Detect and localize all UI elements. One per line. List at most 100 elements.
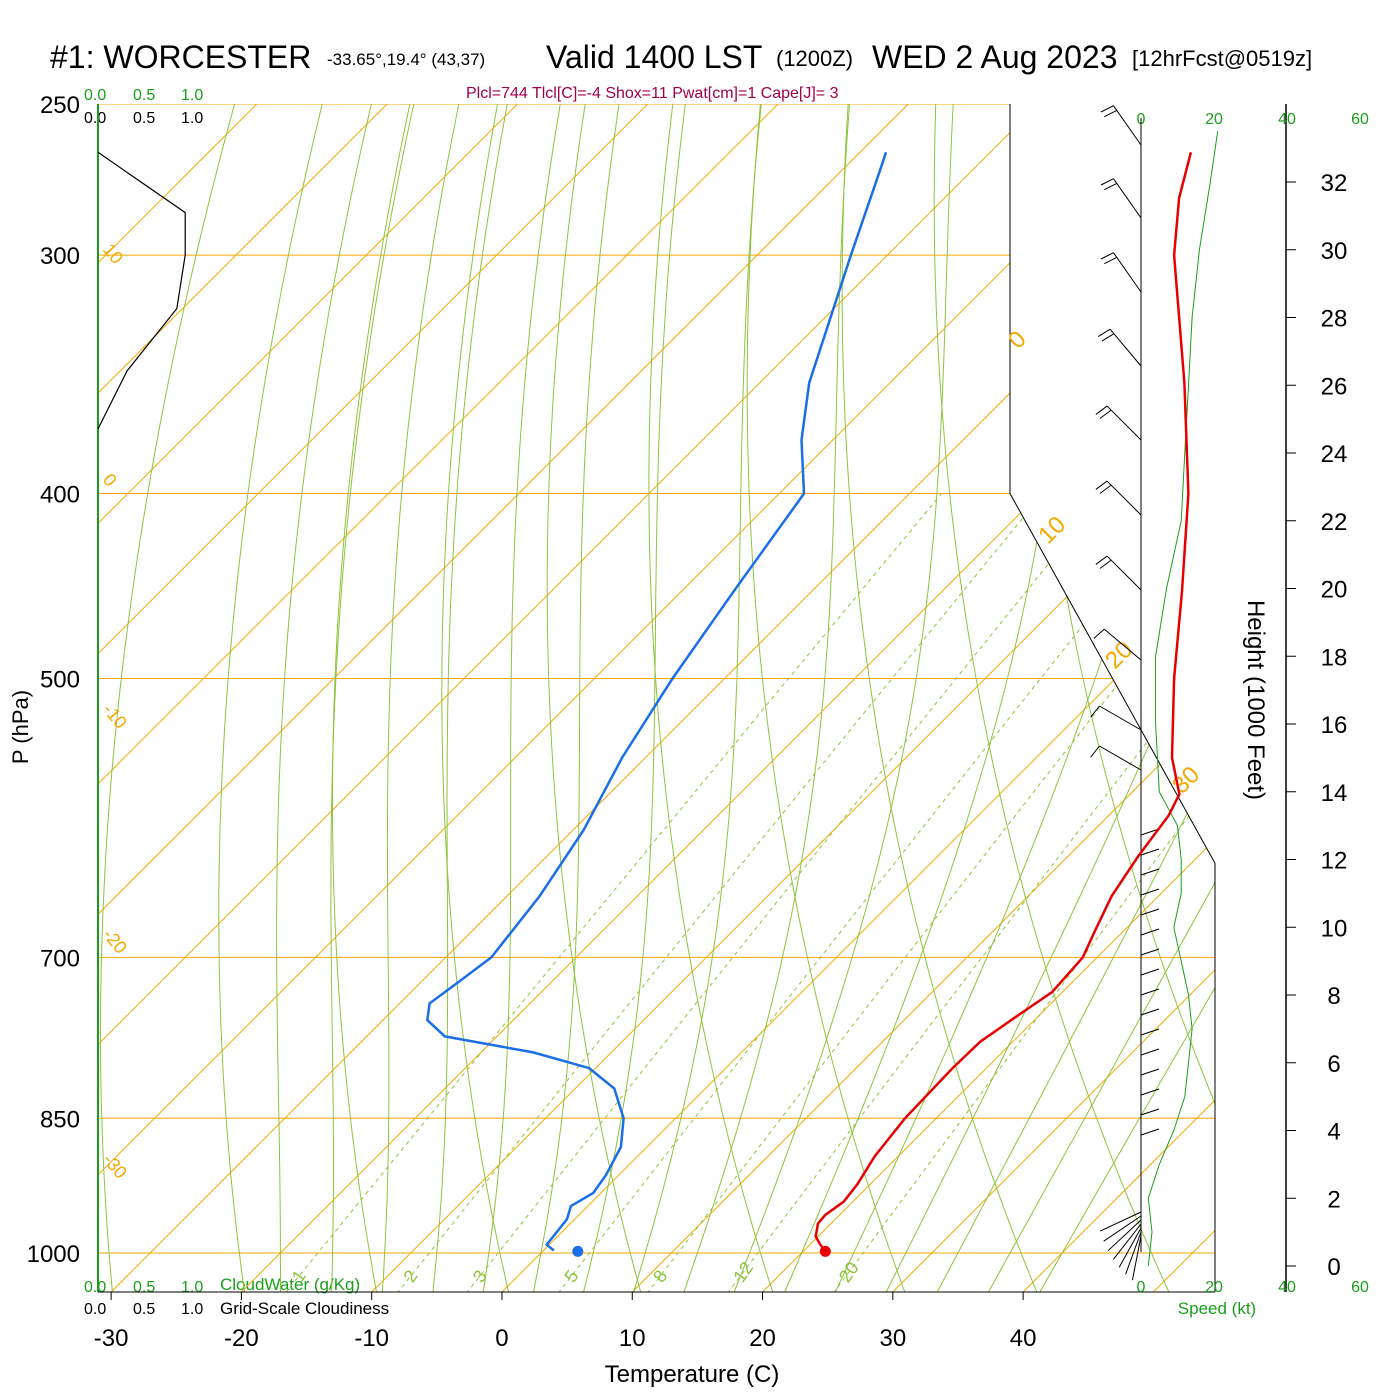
mixing-ratio-line	[284, 493, 942, 1292]
cloudiness-scale-bottom-0: 0.0	[84, 1301, 106, 1318]
wind-barb-flag	[1097, 328, 1111, 338]
wind-barb-shaft	[1113, 252, 1142, 293]
temperature-profile	[814, 151, 1193, 1252]
isotherm-label-left: 0	[99, 470, 121, 491]
wind-speed-line	[1147, 131, 1219, 1267]
wind-speed-tick-top: 20	[1205, 111, 1223, 128]
wind-barb	[1100, 178, 1142, 219]
mixing-ratio-label: 5	[560, 1266, 582, 1286]
mixing-ratio-label: 8	[649, 1266, 671, 1286]
wind-barb-low	[1140, 1108, 1160, 1116]
wind-barb-surface	[1118, 1227, 1142, 1268]
isotherm-line	[98, 104, 649, 1292]
moist-adiabat	[532, 104, 620, 1292]
pressure-tick-label: 300	[40, 243, 80, 270]
cloudiness-scale-bottom-1: 0.5	[133, 1301, 155, 1318]
wind-barb-shaft	[1106, 405, 1142, 441]
isotherm-line	[98, 104, 1170, 1292]
x-tick-label: 20	[749, 1325, 776, 1352]
wind-barb-flag	[1104, 109, 1117, 118]
x-tick-label: -10	[354, 1325, 389, 1352]
isotherm-line	[98, 104, 1039, 1292]
moist-adiabat	[330, 104, 415, 1292]
wind-barb-low	[1140, 928, 1160, 936]
wind-barb-flag	[1090, 705, 1100, 718]
mixing-ratio-label: 12	[729, 1258, 757, 1286]
cloudwater-label: CloudWater (g/Kg)	[220, 1275, 360, 1294]
wind-barb-flag	[1095, 555, 1108, 565]
wind-speed-tick-top: 60	[1351, 111, 1369, 128]
wind-barb-flag	[1104, 182, 1117, 191]
wind-speed-tick-bottom: 0	[1137, 1279, 1146, 1296]
dewpoint-profile	[425, 151, 888, 1252]
x-axis-title: Temperature (C)	[605, 1361, 780, 1388]
dry-adiabat	[841, 104, 1042, 1292]
cloudiness-label: Grid-Scale Cloudiness	[220, 1299, 389, 1318]
height-tick-label: 18	[1321, 644, 1348, 671]
wind-barb-flag	[1100, 105, 1114, 113]
height-tick-label: 6	[1327, 1051, 1340, 1078]
dry-adiabat	[1196, 104, 1215, 1292]
right-boundary	[1009, 104, 1216, 1292]
wind-barb	[1090, 705, 1142, 731]
wind-barb-flag	[1095, 480, 1108, 490]
forecast-info: [12hrFcst@0519z]	[1132, 46, 1312, 71]
wind-barb-flag	[1104, 256, 1117, 265]
wind-barb-flag	[1090, 745, 1100, 758]
wind-barb-low	[1140, 1068, 1160, 1076]
wind-barb-shaft	[1099, 745, 1142, 771]
dry-adiabat	[441, 104, 512, 1292]
cloudwater-scale-bottom-2: 1.0	[181, 1279, 203, 1296]
mixing-ratio-line	[557, 493, 1189, 1292]
wind-barb	[1097, 328, 1142, 367]
moist-adiabat	[432, 104, 508, 1292]
height-tick-label: 16	[1321, 712, 1348, 739]
wind-barb-low	[1140, 908, 1160, 916]
plot-frame	[97, 104, 1216, 1293]
wind-barb-flag	[1099, 559, 1112, 569]
cloudiness-scale-bottom-2: 1.0	[181, 1301, 203, 1318]
isotherm-line	[98, 104, 258, 1292]
height-tick-label: 30	[1321, 238, 1348, 265]
moist-adiabat	[682, 104, 850, 1292]
wind-speed-tick-top: 40	[1278, 111, 1296, 128]
cloudiness-scale-top-2: 1.0	[181, 110, 203, 127]
dry-adiabat	[933, 104, 1174, 1292]
wind-barb-low	[1140, 888, 1160, 896]
wind-barb-low	[1140, 828, 1160, 836]
wind-barb-shaft	[1109, 328, 1142, 367]
wind-barb	[1093, 628, 1142, 661]
height-tick-label: 28	[1321, 306, 1348, 333]
moist-adiabat	[276, 104, 372, 1292]
station-title: #1: WORCESTER	[50, 39, 311, 75]
wind-speed-tick-bottom: 20	[1205, 1279, 1223, 1296]
station-location: -33.65°,19.4° (43,37)	[327, 50, 485, 69]
wind-barb-low	[1140, 1088, 1160, 1096]
wind-barb-low	[1140, 988, 1160, 996]
height-tick-label: 20	[1321, 577, 1348, 604]
surface-dewpoint-marker	[572, 1245, 584, 1257]
mixing-ratio-label: 20	[835, 1258, 863, 1286]
mixing-ratio-line	[396, 493, 1044, 1292]
isotherm-line	[631, 104, 1215, 1292]
height-tick-label: 24	[1321, 441, 1348, 468]
x-tick-label: 0	[495, 1325, 508, 1352]
isotherm-label-left: 10	[99, 240, 127, 268]
isotherm-label-right: 0	[1003, 326, 1032, 355]
cloudwater-scale-bottom-0: 0.0	[84, 1279, 106, 1296]
wind-barb-low	[1140, 848, 1160, 856]
cloudwater-scale-top-1: 0.5	[133, 87, 155, 104]
mixing-ratio-line	[465, 493, 1106, 1292]
isotherm-line	[762, 104, 1215, 1292]
isotherm-line	[501, 104, 1215, 1292]
wind-barb	[1095, 405, 1142, 441]
wind-barb-low	[1140, 1048, 1160, 1056]
wind-barb-surface	[1125, 1231, 1142, 1275]
moist-adiabat	[482, 104, 561, 1292]
cloudiness-profile	[97, 151, 186, 430]
isotherm-line	[371, 104, 1215, 1292]
height-tick-label: 22	[1321, 509, 1348, 536]
moist-adiabat	[987, 104, 1215, 1292]
y-axis-title: P (hPa)	[8, 690, 33, 764]
